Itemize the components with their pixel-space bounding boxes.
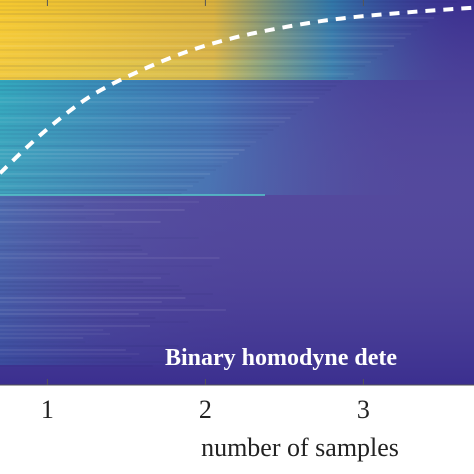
dashed-curve — [0, 5, 474, 175]
x-axis-title: number of samples — [201, 433, 399, 462]
x-tick-label: 1 — [41, 395, 54, 424]
x-axis: 1 2 3 — [0, 0, 474, 424]
x-tick-label: 2 — [199, 395, 212, 424]
heatmap-row-stripes — [0, 1, 458, 367]
x-tick-label: 3 — [357, 395, 370, 424]
heatmap-fade — [0, 0, 474, 385]
annotation-text: Binary homodyne dete — [165, 345, 397, 371]
heatmap-image: Binary homodyne dete — [0, 0, 474, 385]
